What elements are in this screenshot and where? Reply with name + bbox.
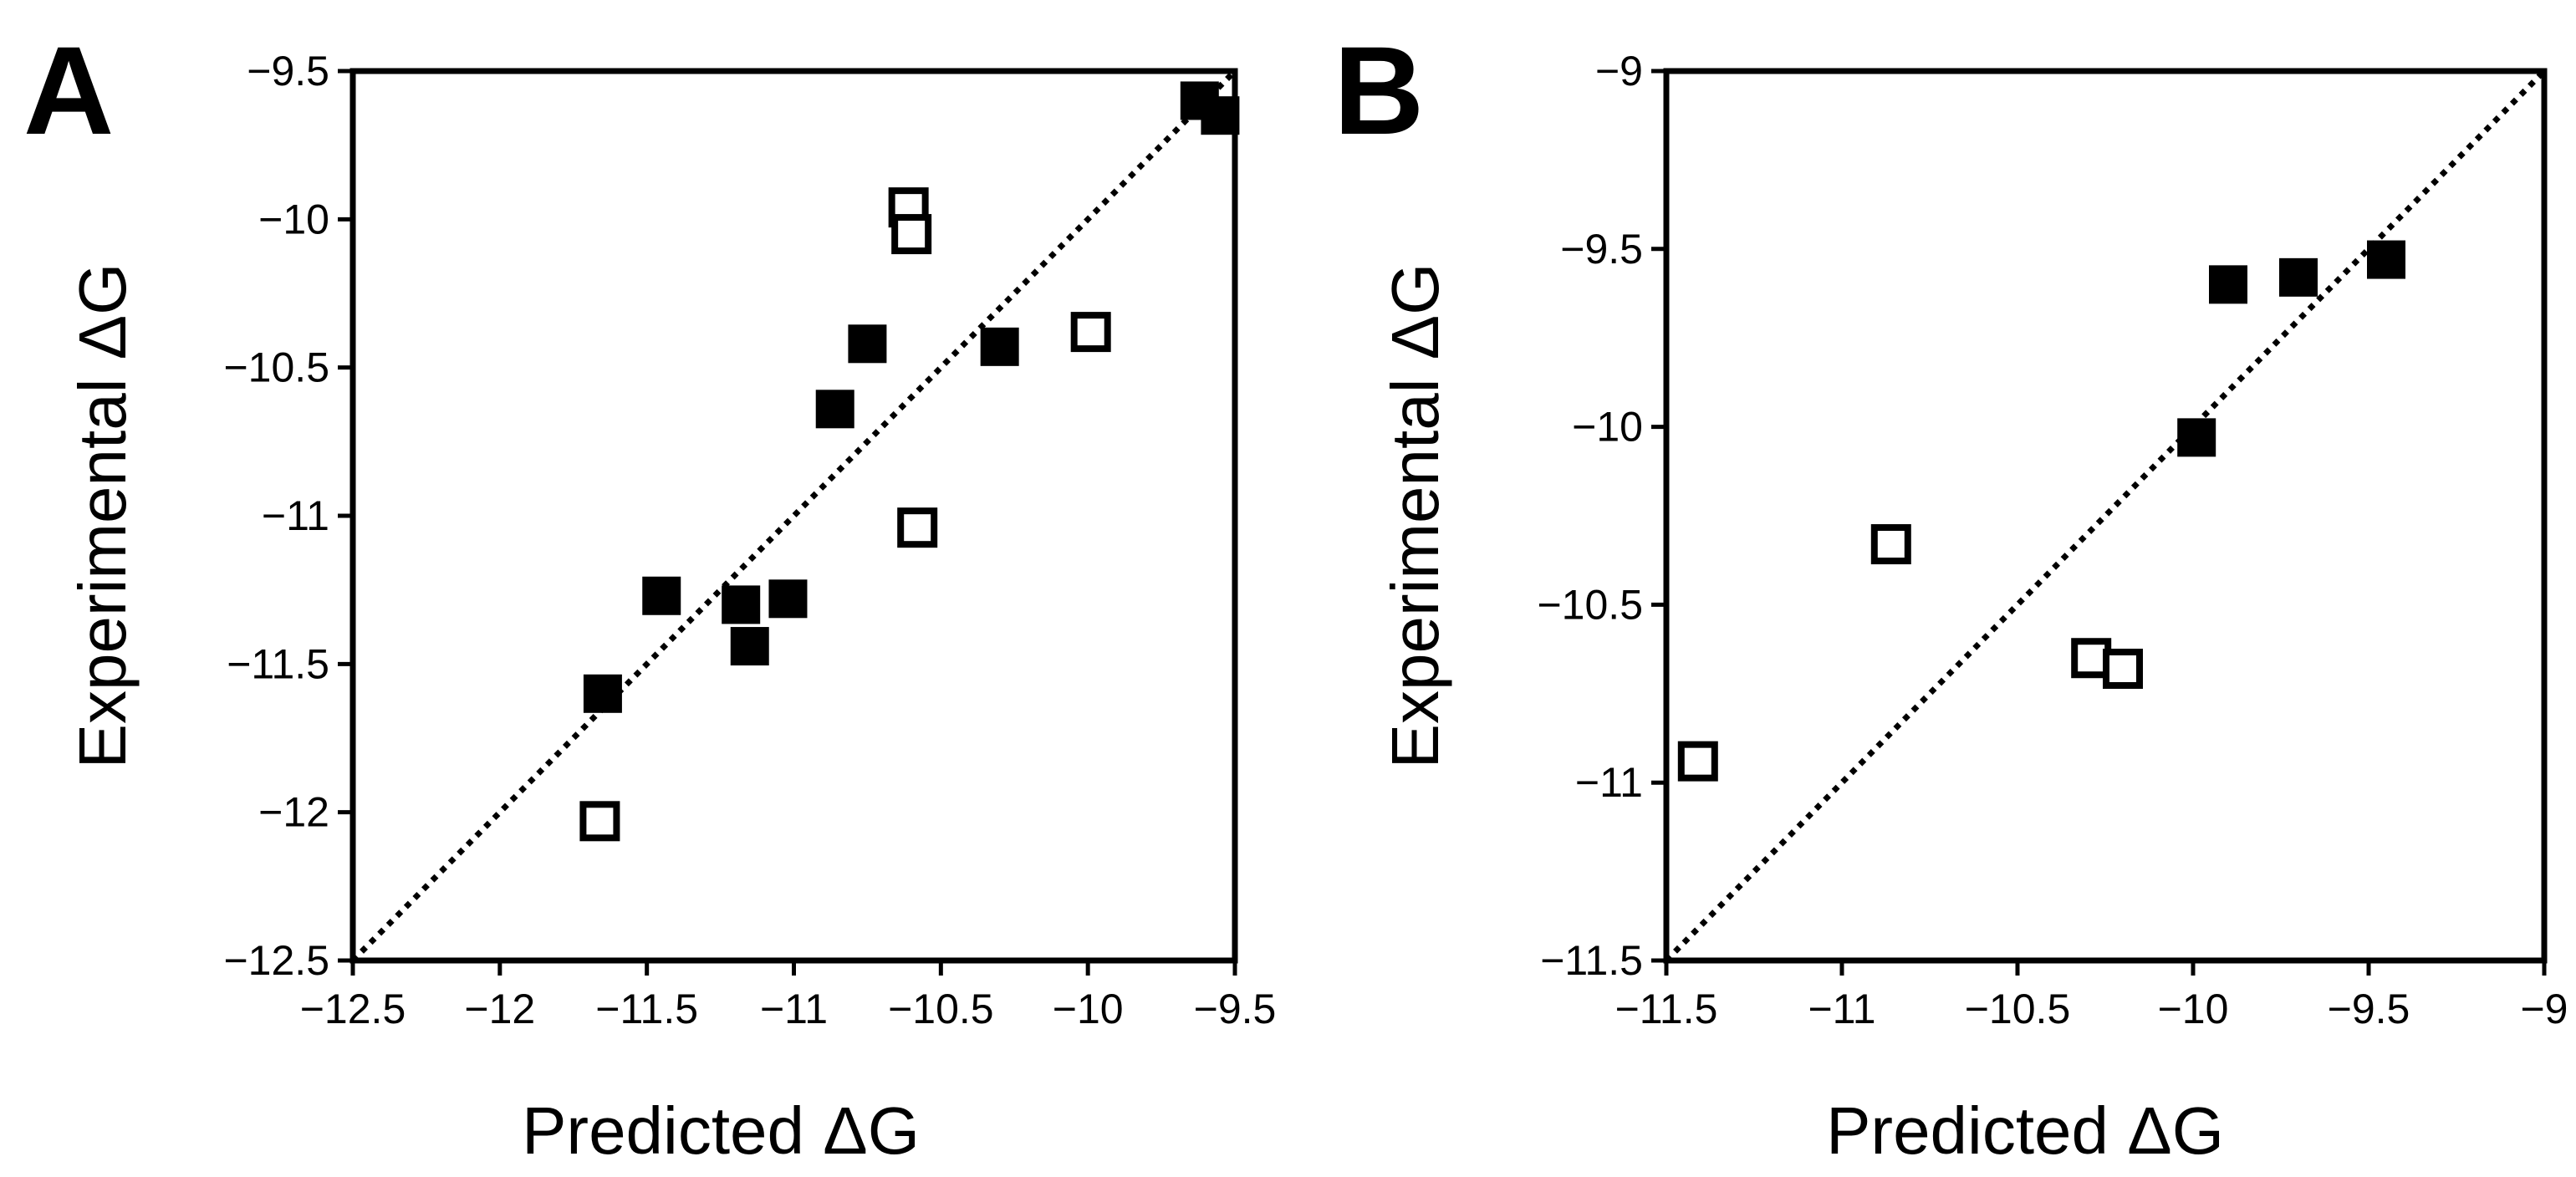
panel-a-x-tick-label: −9.5 <box>1194 986 1277 1032</box>
panel-b-open-point <box>1870 524 1911 565</box>
panel-b-label: B <box>1334 20 1424 160</box>
panel-a-filled-point <box>848 324 887 364</box>
panel-a-filled-point <box>583 674 622 713</box>
panel-a-filled-point <box>980 327 1019 366</box>
panel-a-y-tick-label: −9.5 <box>247 48 329 94</box>
panel-a-filled-point <box>730 627 769 666</box>
panel-b-x-tick-label: −10 <box>2158 986 2229 1032</box>
panel-b-x-tick-label: −11.5 <box>1615 986 1718 1032</box>
panel-b-open-point <box>1677 741 1718 782</box>
panel-b-filled-point <box>2367 240 2405 279</box>
panel-a-label: A <box>23 20 114 160</box>
panel-a-y-axis-title: Experimental ΔG <box>65 263 140 769</box>
panel-b-x-tick-label: −9 <box>2520 986 2568 1032</box>
panel-b-y-tick-label: −9 <box>1595 48 1643 94</box>
panel-a-filled-point <box>722 585 761 624</box>
panel-b-identity-line <box>1664 69 2547 963</box>
panel-a-x-tick-label: −10.5 <box>888 986 994 1032</box>
panel-b-ticks: −11.5 −11 −10.5 −10 −9.5 −9 −11.5 −11 −10.5 −10 −9… <box>1537 48 2568 1032</box>
panel-b-x-tick-label: −10.5 <box>1965 986 2071 1032</box>
panel-b-filled-point <box>2279 257 2318 297</box>
panel-a-points <box>579 81 1240 842</box>
panel-b-y-axis-title: Experimental ΔG <box>1378 263 1452 769</box>
panel-b-x-tick-label: −9.5 <box>2328 986 2410 1032</box>
panel-a-open-point <box>1070 312 1111 353</box>
panel-b-open-point <box>2103 649 2143 690</box>
panel-a-y-tick-label: −10.5 <box>223 344 329 391</box>
panel-b-filled-point <box>2177 418 2216 457</box>
panel-a-filled-point <box>768 579 808 619</box>
panel-a-y-tick-label: −11.5 <box>227 640 329 687</box>
panel-b-filled-point <box>2209 265 2247 304</box>
panel-a-filled-point <box>1201 96 1240 135</box>
panel-a-x-axis-title: Predicted ΔG <box>522 1093 920 1168</box>
panel-b-chart: B −11.5 −11 −10.5 −10 −9.5 −9 −11.5 −11 −10.5 −10… <box>1334 20 2568 1168</box>
panel-a-filled-point <box>642 576 681 615</box>
panel-a-open-point <box>579 801 620 842</box>
panel-b-x-tick-label: −11 <box>1808 986 1875 1032</box>
panel-a-plot-frame <box>349 68 1238 964</box>
panel-b-y-tick-label: −10 <box>1572 404 1643 451</box>
panel-a-y-tick-label: −12 <box>258 789 329 836</box>
panel-a-x-tick-label: −12.5 <box>300 986 406 1032</box>
panel-b-y-tick-label: −9.5 <box>1560 226 1643 273</box>
panel-a-y-tick-label: −10 <box>258 196 329 242</box>
panel-b-x-axis-title: Predicted ΔG <box>1826 1093 2224 1168</box>
panel-a-x-tick-label: −11.5 <box>595 986 698 1032</box>
panel-a-y-tick-label: −11 <box>262 492 329 539</box>
panel-a-open-point <box>897 507 938 548</box>
panel-a-open-point <box>891 214 932 255</box>
panel-a-ticks: −12.5 −12 −11.5 −11 −10.5 −10 −9.5 −12.5 −12 −11.… <box>223 48 1276 1032</box>
panel-a-x-tick-label: −12 <box>464 986 535 1032</box>
panel-a-x-tick-label: −11 <box>760 986 828 1032</box>
panel-a-identity-line <box>350 69 1237 963</box>
panel-a-x-tick-label: −10 <box>1053 986 1124 1032</box>
panel-b-y-tick-label: −11 <box>1575 759 1643 806</box>
panel-b-plot-frame <box>1663 68 2548 964</box>
panel-a-filled-point <box>815 390 854 429</box>
panel-a-chart: A −12.5 −12 −11.5 −11 −10.5 −10 −9.5−12.5−12−1… <box>23 20 1276 1168</box>
panel-b-points <box>1677 240 2405 782</box>
panel-b-y-tick-label: −11.5 <box>1540 937 1643 984</box>
panel-b-y-tick-label: −10.5 <box>1537 581 1643 628</box>
panel-a-y-tick-label: −12.5 <box>223 937 329 984</box>
